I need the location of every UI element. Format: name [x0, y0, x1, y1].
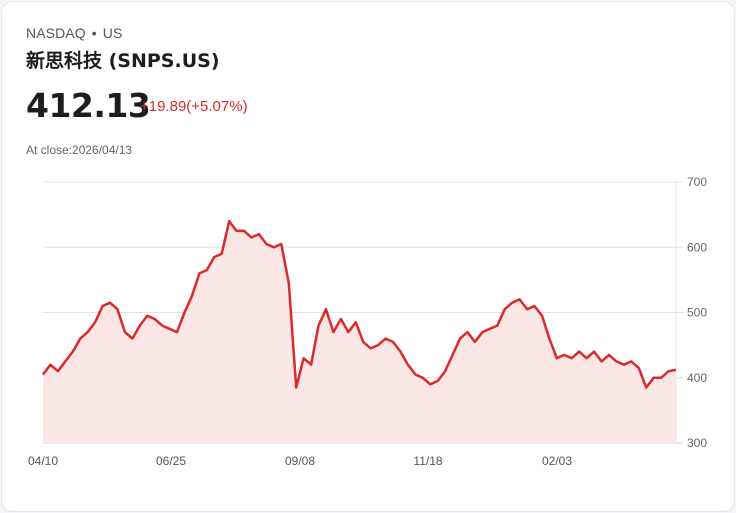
y-tick-label: 600 — [687, 240, 707, 254]
separator-dot: • — [91, 25, 97, 41]
close-date: At close:2026/04/13 — [26, 143, 133, 157]
y-tick-label: 500 — [687, 306, 707, 320]
x-tick-label: 02/03 — [542, 454, 572, 468]
y-axis: 300 400 500 600 700 — [687, 175, 707, 450]
y-tick-label: 300 — [687, 436, 707, 450]
exchange-info: NASDAQ • US — [26, 25, 122, 41]
x-tick-label: 09/08 — [285, 454, 315, 468]
y-tick-label: 700 — [687, 175, 707, 189]
x-tick-label: 06/25 — [156, 454, 186, 468]
chart-price-line — [42, 219, 677, 389]
stock-price: 412.13 — [26, 86, 151, 125]
stock-title: 新思科技 (SNPS.US) — [26, 50, 220, 72]
x-tick-label: 04/10 — [28, 454, 58, 468]
market-name: US — [102, 25, 123, 41]
exchange-name: NASDAQ — [26, 25, 86, 41]
price-change: +19.89(+5.07%) — [140, 98, 248, 115]
y-tick-label: 400 — [687, 371, 707, 385]
x-tick-label: 11/18 — [413, 454, 442, 468]
x-axis: 04/10 06/25 09/08 11/18 02/03 — [28, 454, 572, 468]
